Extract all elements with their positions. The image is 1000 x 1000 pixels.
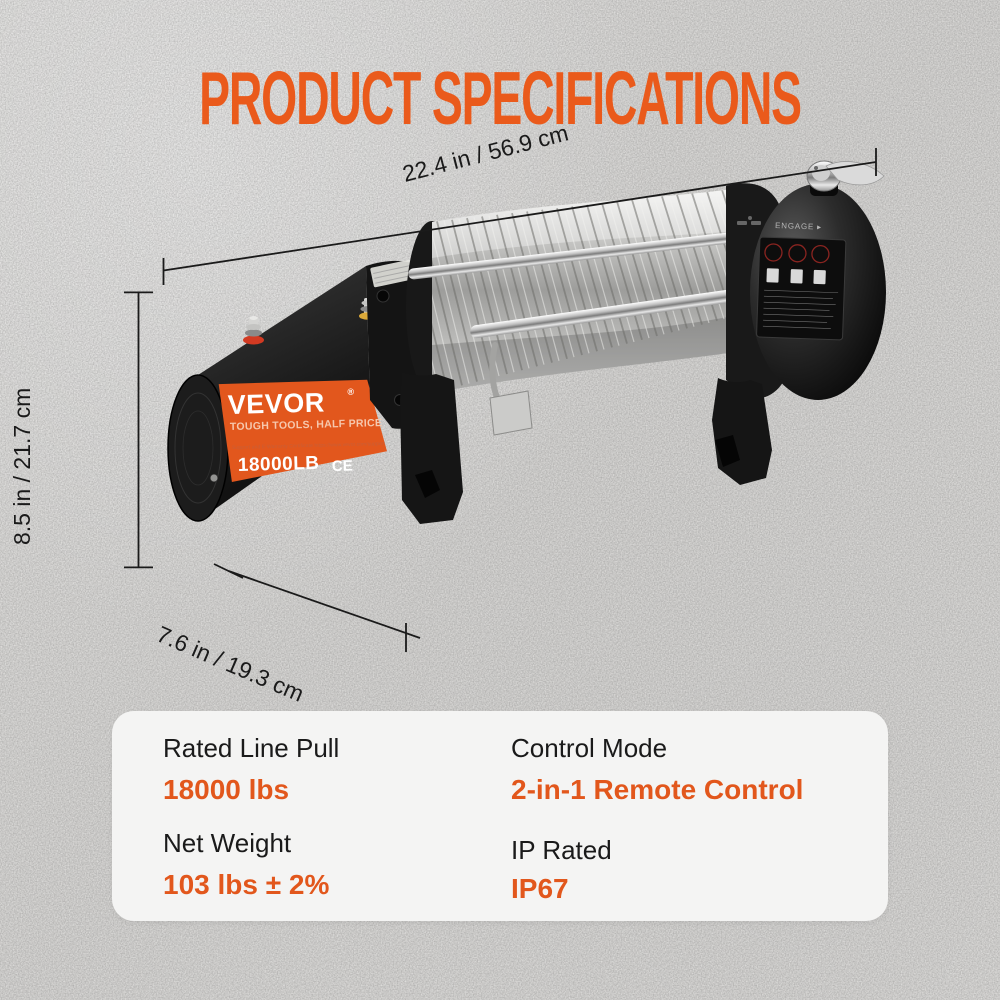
svg-text:CE: CE [332, 457, 353, 475]
svg-text:18000LB: 18000LB [238, 453, 320, 476]
svg-text:ENGAGE ▸: ENGAGE ▸ [775, 221, 822, 232]
svg-text:22.4 in / 56.9 cm: 22.4 in / 56.9 cm [400, 119, 571, 186]
svg-text:VEVOR: VEVOR [227, 387, 325, 420]
svg-text:®: ® [347, 387, 354, 397]
svg-text:8.5 in / 21.7 cm: 8.5 in / 21.7 cm [9, 388, 35, 545]
svg-text:7.6 in / 19.3 cm: 7.6 in / 19.3 cm [153, 621, 308, 707]
